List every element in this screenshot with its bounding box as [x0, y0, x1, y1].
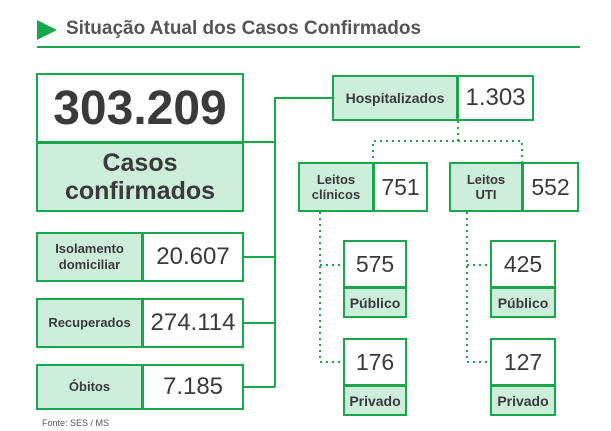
- source-note: Fonte: SES / MS: [42, 418, 110, 428]
- obitos-value: 7.185: [142, 364, 244, 410]
- title-arrow-icon: [37, 20, 57, 40]
- uti-publico-value: 425: [490, 240, 556, 288]
- clinicos-publico-label: Público: [343, 287, 407, 318]
- recuperados-value: 274.114: [142, 298, 244, 348]
- leitos-uti-value: 552: [522, 162, 579, 212]
- connector-hosp-uti: [458, 140, 523, 162]
- connector-hosp-beds: [372, 121, 459, 162]
- recuperados-label: Recuperados: [36, 298, 143, 348]
- connector-uti-values: [466, 212, 490, 363]
- connector-clin-values: [319, 212, 343, 363]
- title-divider: [37, 46, 580, 48]
- clinicos-publico-value: 575: [343, 240, 407, 288]
- isolamento-label: Isolamento domiciliar: [36, 232, 143, 282]
- leitos-uti-label: Leitos UTI: [449, 162, 523, 212]
- connector-total-hosp: [244, 97, 332, 143]
- total-cases-value: 303.209: [36, 73, 244, 143]
- total-cases-label: Casos confirmados: [36, 142, 244, 212]
- page-title: Situação Atual dos Casos Confirmados: [66, 18, 422, 39]
- clinicos-privado-value: 176: [343, 338, 407, 386]
- obitos-label: Óbitos: [36, 364, 143, 410]
- hospitalizados-value: 1.303: [457, 75, 534, 121]
- isolamento-value: 20.607: [142, 232, 244, 282]
- uti-publico-label: Público: [490, 287, 556, 318]
- leitos-clinicos-label: Leitos clínicos: [298, 162, 374, 212]
- uti-privado-label: Privado: [490, 385, 556, 416]
- clinicos-privado-label: Privado: [343, 385, 407, 416]
- hospitalizados-label: Hospitalizados: [332, 75, 458, 121]
- leitos-clinicos-value: 751: [373, 162, 428, 212]
- uti-privado-value: 127: [490, 338, 556, 386]
